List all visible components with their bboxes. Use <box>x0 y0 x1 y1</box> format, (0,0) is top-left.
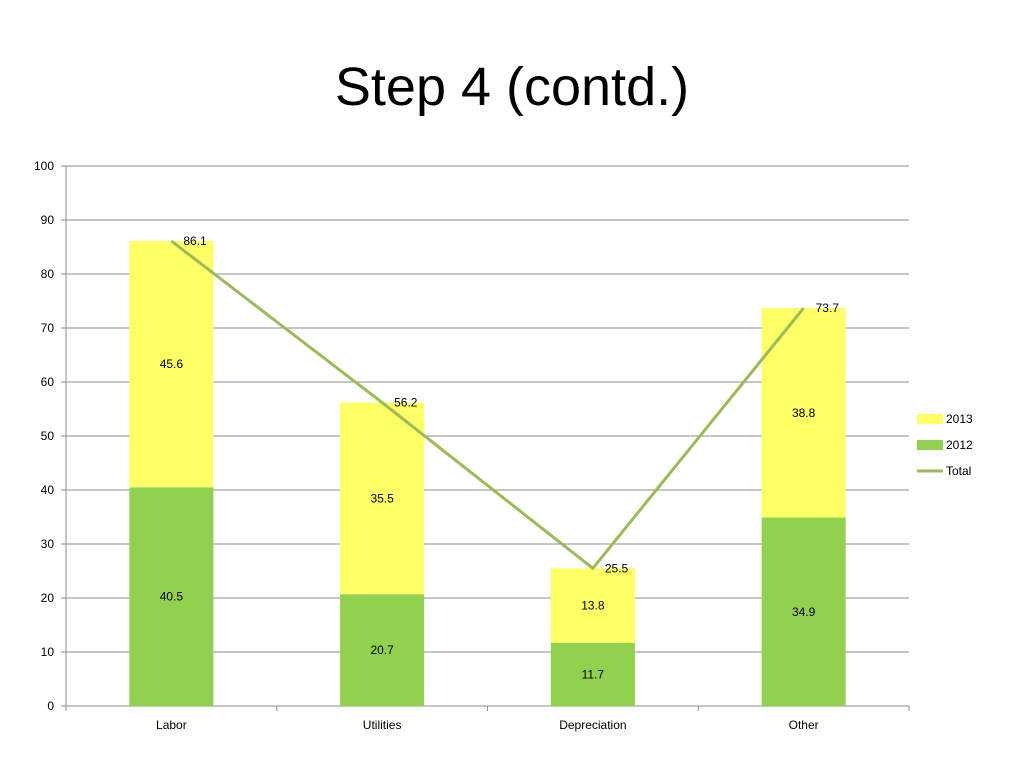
x-category-label: Other <box>789 718 819 732</box>
bar-segment-2012 <box>761 517 846 706</box>
y-tick-label: 50 <box>41 429 55 443</box>
legend-swatch-2012 <box>917 440 943 450</box>
bar-segment-2013 <box>340 402 425 595</box>
slide-title: Step 4 (contd.) <box>334 57 690 117</box>
data-label-2012: 40.5 <box>160 590 184 604</box>
axes: 0 10 20 30 40 50 60 70 80 90 100 Labor Utilities Depr… <box>34 159 910 732</box>
y-tick-label: 90 <box>41 213 55 227</box>
legend-label-2012: 2012 <box>946 438 973 452</box>
legend-swatch-2013 <box>917 414 943 424</box>
legend-label-2013: 2013 <box>946 412 973 426</box>
x-category-label: Utilities <box>363 718 402 732</box>
y-tick-label: 100 <box>34 159 54 173</box>
bar-segment-2013 <box>129 241 214 488</box>
data-label-total: 25.5 <box>605 561 629 575</box>
y-tick-label: 80 <box>41 267 55 281</box>
data-label-total: 56.2 <box>394 396 418 410</box>
total-line <box>170 239 805 571</box>
y-tick-label: 40 <box>41 483 55 497</box>
data-label-2013: 45.6 <box>160 357 184 371</box>
legend: 2013 2012 Total <box>917 412 973 478</box>
y-tick-label: 60 <box>41 375 55 389</box>
x-category-label: Labor <box>156 718 187 732</box>
y-tick-label: 0 <box>47 699 54 713</box>
data-label-2012: 34.9 <box>792 605 816 619</box>
x-category-label: Depreciation <box>559 718 626 732</box>
legend-label-Total: Total <box>946 464 971 478</box>
bars <box>129 241 846 706</box>
bar-segment-2012 <box>550 642 635 706</box>
y-tick-label: 70 <box>41 321 55 335</box>
data-label-2013: 35.5 <box>370 491 394 505</box>
bar-segment-2013 <box>550 568 635 643</box>
data-label-2012: 20.7 <box>370 643 394 657</box>
data-label-2012: 11.7 <box>582 667 605 681</box>
total-line-path <box>170 239 805 571</box>
y-tick-label: 20 <box>41 591 55 605</box>
y-tick-label: 10 <box>41 645 55 659</box>
data-labels: 40.5 45.6 20.7 35.5 11.7 13.8 34.9 38.8 86.1 56.2… <box>160 234 840 681</box>
bar-segment-2012 <box>129 487 214 706</box>
bar-segment-2012 <box>340 594 425 706</box>
data-label-2013: 38.8 <box>792 406 816 420</box>
data-label-total: 73.7 <box>816 301 840 315</box>
y-tick-label: 30 <box>41 537 55 551</box>
data-label-2013: 13.8 <box>581 599 605 613</box>
data-label-total: 86.1 <box>183 234 207 248</box>
